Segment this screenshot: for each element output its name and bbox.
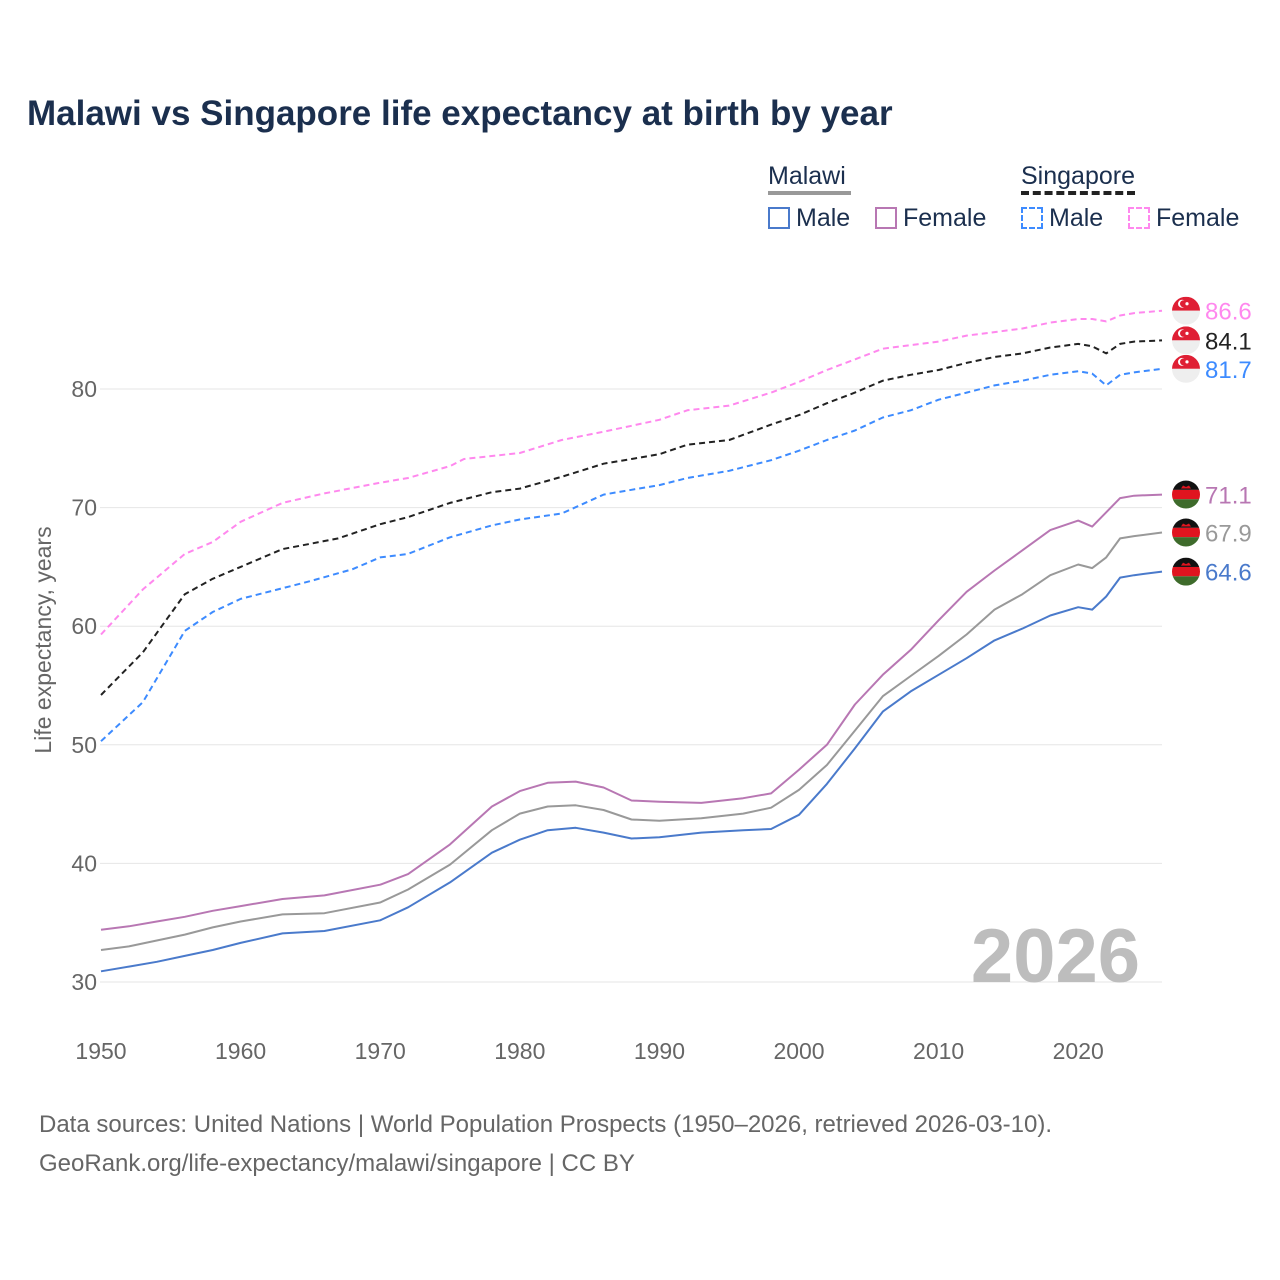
flag-stripe: [1172, 518, 1200, 528]
series-line-malawi-female: [100, 493, 1163, 931]
y-tick-label: 60: [71, 613, 97, 639]
malawi-flag-icon: [1172, 557, 1200, 586]
flag-sun: [1181, 562, 1191, 566]
legend-label: Male: [1049, 204, 1104, 232]
end-value-label: 64.6: [1205, 560, 1252, 587]
legend-group-malawi: Malawi: [768, 162, 846, 190]
x-tick-label: 1950: [75, 1038, 126, 1064]
singapore-flag-icon: [1172, 296, 1200, 325]
legend-swatch-icon: [1021, 207, 1043, 229]
end-value-label: 81.7: [1205, 357, 1252, 384]
legend-label: Female: [1156, 204, 1240, 232]
year-watermark: 2026: [971, 914, 1140, 999]
end-marker: 67.9: [1172, 518, 1252, 548]
flag-stripe: [1172, 576, 1200, 586]
singapore-flag-icon: [1172, 326, 1200, 355]
x-tick-label: 1970: [355, 1038, 406, 1064]
flag-stripe: [1172, 499, 1200, 509]
legend-singapore-line: [1021, 191, 1135, 195]
flag-stripe: [1172, 489, 1200, 500]
malawi-flag-icon: [1172, 518, 1200, 547]
series-line-malawi-male: [100, 570, 1163, 973]
footer: Data sources: United Nations | World Pop…: [39, 1105, 1052, 1183]
end-value-label: 71.1: [1205, 483, 1252, 510]
flag-crescent-cut: [1180, 358, 1187, 366]
flag-stripe: [1172, 527, 1200, 538]
y-tick-label: 30: [71, 969, 97, 995]
end-value-label: 86.6: [1205, 299, 1252, 326]
flag-stripe: [1172, 566, 1200, 577]
flag-stripe: [1172, 537, 1200, 547]
legend-swatch-icon: [768, 207, 790, 229]
x-tick-label: 2000: [773, 1038, 824, 1064]
series-line-singapore-female: [100, 309, 1163, 636]
y-tick-label: 80: [71, 376, 97, 402]
singapore-flag-icon: [1172, 354, 1200, 383]
y-tick-label: 70: [71, 495, 97, 521]
end-value-label: 84.1: [1205, 328, 1252, 355]
y-tick-label: 40: [71, 850, 97, 876]
x-tick-label: 1960: [215, 1038, 266, 1064]
end-value-label: 67.9: [1205, 521, 1252, 548]
source-text: Data sources: United Nations | World Pop…: [39, 1111, 1053, 1138]
flag-stars: [1185, 360, 1189, 364]
series-line-singapore-male: [100, 367, 1163, 742]
legend-item-malawi-female[interactable]: Female: [875, 204, 986, 233]
end-marker: 86.6: [1172, 296, 1252, 326]
flag-stripe: [1172, 557, 1200, 567]
legend-item-singapore-male[interactable]: Male: [1021, 204, 1103, 233]
end-marker: 64.6: [1172, 557, 1252, 587]
legend-item-singapore-female[interactable]: Female: [1128, 204, 1239, 233]
flag-sun: [1181, 485, 1191, 489]
flag-stripe: [1172, 368, 1200, 383]
x-tick-label: 2020: [1053, 1038, 1104, 1064]
end-marker: 71.1: [1172, 480, 1252, 510]
legend-label: Female: [903, 204, 987, 232]
legend-swatch-icon: [1128, 207, 1150, 229]
series-line-singapore-total: [100, 339, 1163, 696]
chart-title: Malawi vs Singapore life expectancy at b…: [27, 94, 893, 133]
flag-stripe: [1172, 340, 1200, 355]
series-line-malawi-total: [100, 531, 1163, 951]
legend-group-singapore: Singapore: [1021, 162, 1135, 190]
x-tick-label: 1990: [634, 1038, 685, 1064]
y-tick-label: 50: [71, 732, 97, 758]
legend-swatch-icon: [875, 207, 897, 229]
end-marker: 81.7: [1172, 354, 1252, 384]
x-tick-label: 2010: [913, 1038, 964, 1064]
flag-crescent-cut: [1180, 300, 1187, 308]
legend-item-malawi-male[interactable]: Male: [768, 204, 850, 233]
end-marker: 84.1: [1172, 326, 1252, 355]
flag-stars: [1185, 331, 1189, 335]
flag-stripe: [1172, 480, 1200, 490]
legend-label: Male: [796, 204, 851, 232]
y-axis-label: Life expectancy, years: [30, 526, 56, 753]
flag-stripe: [1172, 310, 1200, 325]
legend-malawi-line: [768, 191, 851, 195]
flag-sun: [1181, 523, 1191, 527]
flag-stars: [1185, 302, 1189, 306]
flag-crescent-cut: [1180, 329, 1187, 337]
x-tick-label: 1980: [494, 1038, 545, 1064]
source-link[interactable]: GeoRank.org/life-expectancy/malawi/singa…: [39, 1150, 635, 1177]
malawi-flag-icon: [1172, 480, 1200, 509]
